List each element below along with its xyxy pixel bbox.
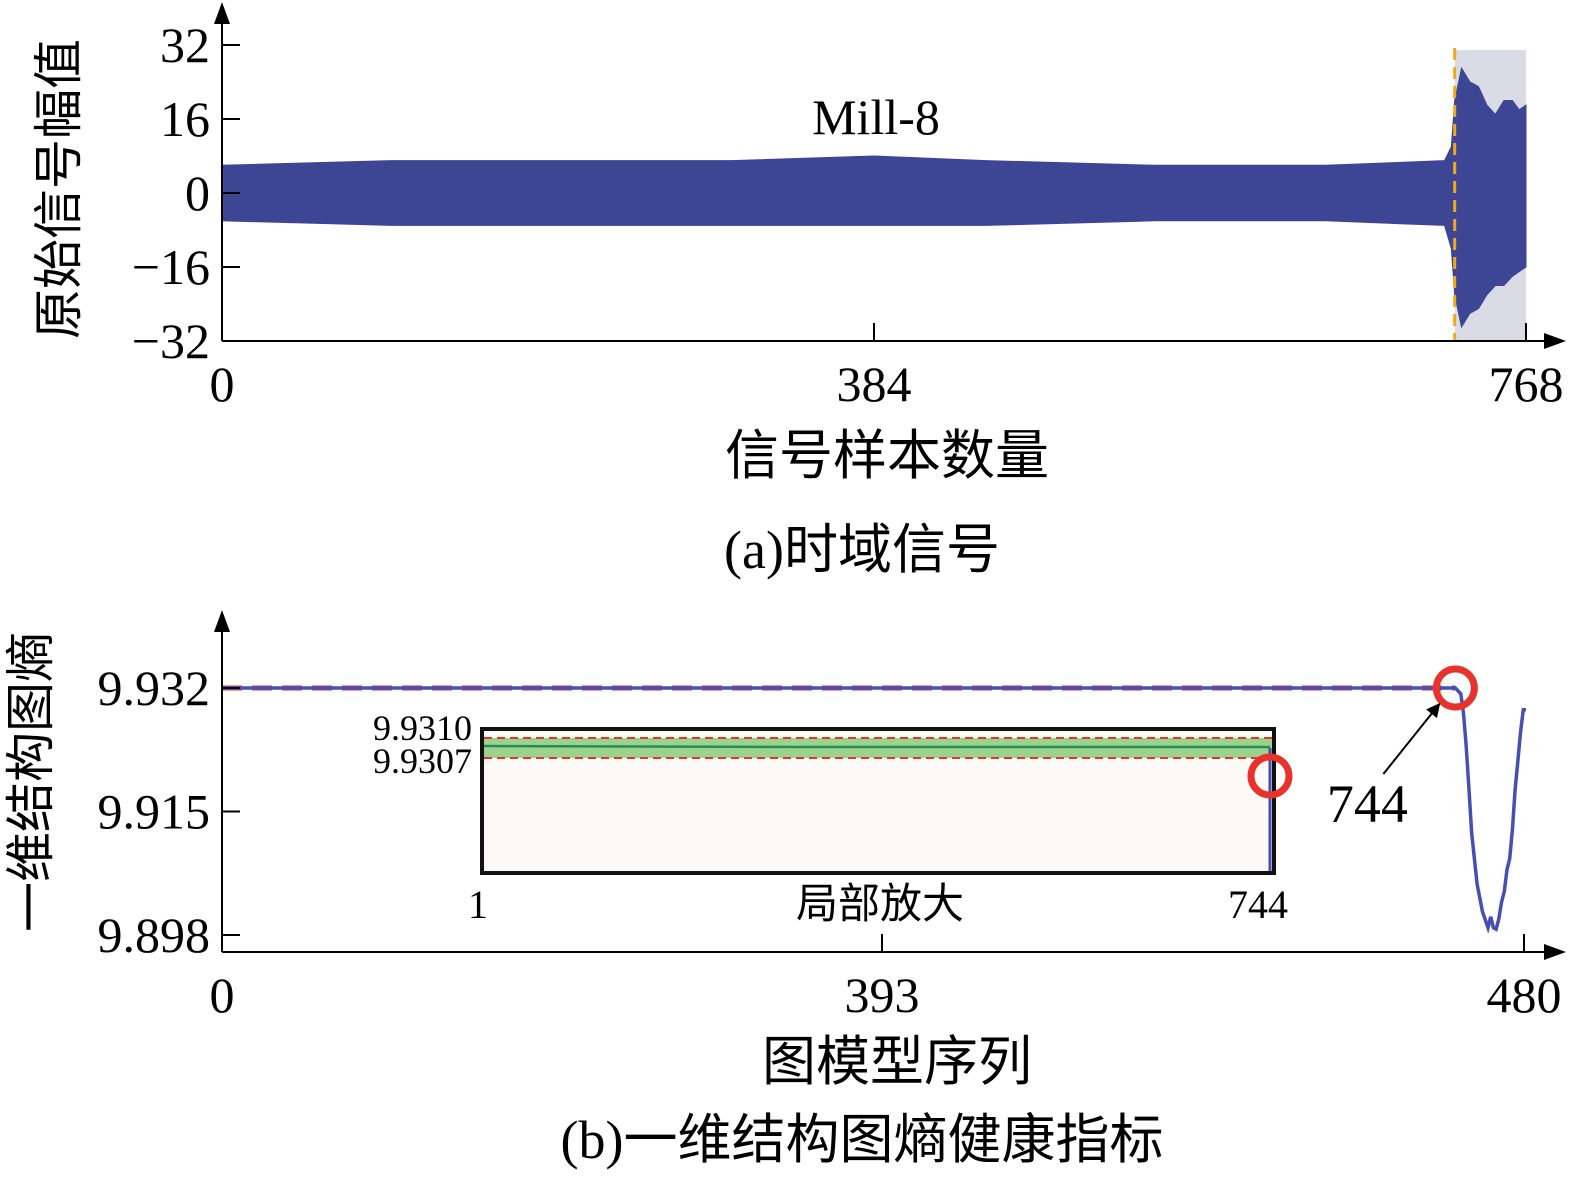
y-tick-label-b: 9.932 — [98, 660, 211, 716]
signal-annotation-label: Mill-8 — [812, 89, 940, 145]
x-axis-label-a: 信号样本数量 — [725, 426, 1049, 486]
inset-label: 局部放大 — [796, 882, 964, 928]
chart-b: 744 9.9310 9.9307 1 744 局部放大 9.9329.9159… — [3, 610, 1566, 1170]
x-ticks-b: 0 393 480 — [210, 934, 1562, 1023]
y-axis-arrow-a — [214, 2, 230, 24]
inset-y-tick-bottom: 9.9307 — [373, 741, 472, 781]
caption-b: (b)一维结构图熵健康指标 — [561, 1110, 1164, 1170]
inset-x-tick-start: 1 — [468, 882, 488, 927]
y-axis-arrow-b — [214, 610, 230, 632]
x-axis-arrow-a — [1544, 333, 1566, 349]
y-tick-label-a: −16 — [132, 239, 210, 295]
y-tick-label-a: 0 — [185, 165, 210, 221]
marked-point-label: 744 — [1327, 774, 1408, 834]
y-tick-label-b: 9.898 — [98, 907, 211, 963]
caption-a: (a)时域信号 — [724, 520, 1000, 580]
entropy-series-line — [222, 686, 1526, 934]
marked-point-circle — [1432, 665, 1478, 711]
y-tick-label-a: 16 — [160, 91, 210, 147]
inset-marked-point-circle — [1247, 753, 1293, 799]
x-tick-label-a: 0 — [210, 356, 235, 412]
y-axis-label-b: 一维结构图熵 — [3, 632, 59, 932]
x-tick-label-a: 768 — [1489, 356, 1564, 412]
y-tick-label-a: −32 — [132, 313, 210, 369]
chart-a: Mill-8 32 16 0 −16 −32 0 384 768 原始信号幅值 信号样本数量… — [31, 2, 1566, 580]
zoom-inset: 9.9310 9.9307 1 744 局部放大 — [373, 708, 1293, 928]
x-tick-label-b: 480 — [1487, 967, 1562, 1023]
x-axis-arrow-b — [1544, 944, 1566, 960]
x-tick-label-b: 393 — [845, 967, 920, 1023]
inset-x-tick-end: 744 — [1228, 882, 1288, 927]
y-tick-label-b: 9.915 — [98, 784, 211, 840]
raw-signal-envelope — [221, 66, 1527, 329]
x-ticks-a: 0 384 768 — [210, 323, 1564, 412]
x-tick-label-b: 0 — [210, 967, 235, 1023]
inset-y-tick-top: 9.9310 — [373, 708, 472, 748]
x-axis-label-b: 图模型序列 — [762, 1032, 1032, 1092]
annotation-arrow — [1382, 702, 1441, 775]
inset-series-line — [483, 744, 1270, 749]
y-axis-label-a: 原始信号幅值 — [31, 39, 87, 339]
x-tick-label-a: 384 — [837, 356, 912, 412]
y-tick-label-a: 32 — [160, 17, 210, 73]
y-ticks-a: 32 16 0 −16 −32 — [132, 17, 240, 369]
y-ticks-b: 9.932 9.915 9.898 — [98, 660, 240, 963]
